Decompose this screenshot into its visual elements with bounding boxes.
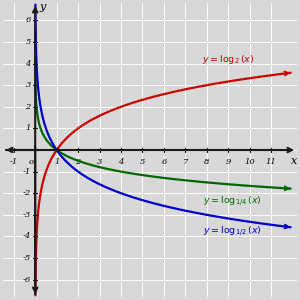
Text: 4: 4 [26,59,31,68]
Text: 9: 9 [226,158,231,166]
Text: 1: 1 [54,158,59,166]
Text: $\mathit{y} = \log_{2}(\mathit{x})$: $\mathit{y} = \log_{2}(\mathit{x})$ [202,53,254,66]
Text: 5: 5 [26,38,31,46]
Text: 1: 1 [26,124,31,132]
Text: 2: 2 [75,158,81,166]
Text: 8: 8 [204,158,210,166]
Text: 10: 10 [244,158,255,166]
Text: -1: -1 [22,168,31,176]
Text: $\mathit{y} = \log_{1/2}(\mathit{x})$: $\mathit{y} = \log_{1/2}(\mathit{x})$ [203,224,262,238]
Text: 6: 6 [26,16,31,24]
Text: -1: -1 [10,158,18,166]
Text: 3: 3 [26,81,31,89]
Text: 5: 5 [140,158,145,166]
Text: 6: 6 [161,158,166,166]
Text: 2: 2 [26,103,31,111]
Text: 7: 7 [183,158,188,166]
Text: 4: 4 [118,158,124,166]
Text: -6: -6 [22,276,31,284]
Text: $\mathit{y} = \log_{1/4}(\mathit{x})$: $\mathit{y} = \log_{1/4}(\mathit{x})$ [203,194,262,208]
Text: o: o [29,158,34,166]
Text: -3: -3 [22,211,31,219]
Text: 3: 3 [97,158,102,166]
Text: y: y [39,2,45,12]
Text: -5: -5 [22,254,31,262]
Text: 11: 11 [266,158,277,166]
Text: -2: -2 [22,189,31,197]
Text: x: x [291,156,297,166]
Text: -4: -4 [22,232,31,241]
